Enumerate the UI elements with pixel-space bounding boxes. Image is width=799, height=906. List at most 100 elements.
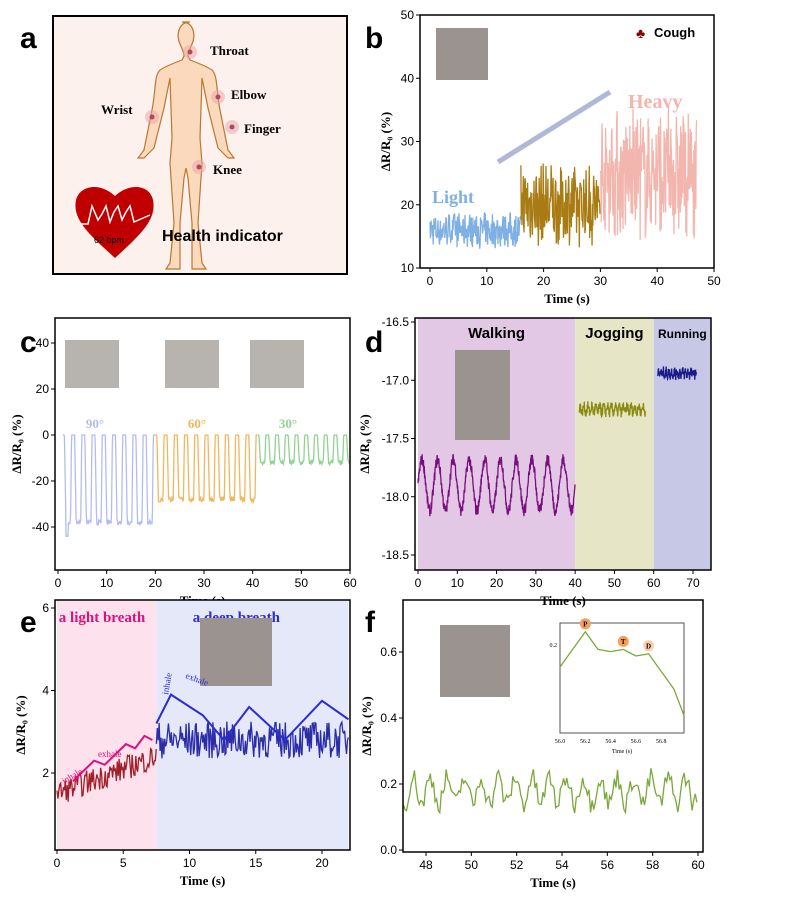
peak-marker-label: P — [583, 620, 588, 628]
x-tick-label: 50 — [465, 858, 479, 872]
inhale-label: inhale — [160, 672, 174, 695]
panel-label-f: f — [365, 606, 376, 639]
series-line-0 — [62, 434, 156, 537]
x-axis-label: Time (s) — [544, 291, 590, 306]
sensor-site-dot — [196, 164, 202, 170]
x-tick-label: 10 — [183, 856, 197, 870]
plot-frame — [414, 317, 712, 571]
inset-y-tick-label: 0.2 — [550, 643, 558, 649]
x-tick-label: 0 — [54, 856, 61, 870]
peak-marker-label: T — [621, 638, 626, 646]
x-tick-label: 48 — [419, 858, 433, 872]
x-tick-label: 0 — [55, 576, 62, 590]
x-tick-label: 20 — [490, 576, 504, 590]
x-tick-label: 30 — [197, 576, 211, 590]
x-tick-label: 60 — [343, 576, 357, 590]
y-axis-label: ΔR/R₀ (%) — [357, 414, 372, 473]
sensor-photo — [455, 350, 510, 440]
panel-label-b: b — [365, 22, 383, 55]
y-tick-label: -18.5 — [382, 548, 410, 562]
y-tick-label: 0 — [42, 428, 49, 442]
y-axis-label: ΔR/R₀ (%) — [9, 414, 24, 473]
heartbeat-wave-icon — [80, 203, 151, 225]
sensor-photo — [436, 28, 488, 80]
peak-marker-label: D — [646, 642, 651, 650]
y-tick-label: 30 — [401, 135, 415, 149]
y-tick-label: 40 — [36, 336, 50, 350]
x-tick-label: 20 — [315, 856, 329, 870]
x-tick-label: 30 — [529, 576, 543, 590]
y-tick-label: 50 — [401, 8, 415, 22]
x-axis-label: Time (s) — [530, 875, 576, 890]
plot-frame — [402, 599, 704, 853]
series-line-2 — [72, 734, 153, 782]
chart-panel-d: 0 10 20 30 40 50 60 70 -18.5 -18.0 -17.5 -17.0 -16.5… — [357, 315, 712, 608]
site-label-elbow: Elbow — [231, 87, 267, 102]
plot-frame — [54, 599, 351, 851]
series-line-0 — [429, 212, 522, 249]
y-tick-label: -17.5 — [382, 432, 410, 446]
y-tick-label: 10 — [401, 261, 415, 275]
sensor-site-dot — [187, 49, 193, 55]
sensor-photo — [440, 625, 510, 697]
x-tick-label: 10 — [451, 576, 465, 590]
x-tick-label: 70 — [686, 576, 700, 590]
plot-frame — [54, 317, 351, 571]
region-label: Running — [658, 327, 707, 341]
series-line-0 — [402, 768, 698, 815]
annotation-heavy: Heavy — [628, 91, 682, 113]
panel-label-e: e — [20, 606, 37, 639]
y-tick-label: 0.2 — [380, 777, 397, 791]
y-tick-label: -18.0 — [382, 490, 410, 504]
y-tick-label: 0.4 — [380, 711, 397, 725]
region-label: Walking — [468, 325, 525, 342]
bending-photo — [165, 340, 219, 388]
series-line-1 — [155, 720, 349, 760]
y-tick-label: 20 — [36, 382, 50, 396]
site-label-throat: Throat — [210, 43, 249, 58]
series-line-2 — [599, 105, 698, 241]
inset-x-tick-label: 56.8 — [656, 739, 667, 745]
sensor-site-dot — [215, 94, 221, 100]
x-tick-label: 40 — [246, 576, 260, 590]
series-line-1 — [520, 163, 601, 248]
angle-label: 30° — [279, 416, 297, 431]
y-tick-label: 2 — [42, 766, 49, 780]
x-tick-label: 0 — [415, 576, 422, 590]
series-line-3 — [155, 693, 350, 742]
y-tick-label: -20 — [32, 474, 50, 488]
inset-series-line — [559, 630, 685, 716]
club-icon: ♣ — [636, 27, 645, 42]
inset-x-axis-label: Time (s) — [612, 748, 632, 755]
x-tick-label: 50 — [608, 576, 622, 590]
chart-panel-b: 0 10 20 30 40 50 10 20 30 40 50 Time (s) ΔR/R₀ (%) ♣ C… — [378, 8, 721, 306]
bending-photo — [65, 340, 119, 388]
series-line-0 — [56, 747, 157, 802]
y-tick-label: -17.0 — [382, 373, 410, 387]
y-tick-label: 0.0 — [380, 843, 397, 857]
y-tick-label: 0.6 — [380, 645, 397, 659]
y-axis-label: ΔR/R₀ (%) — [378, 112, 393, 171]
peak-marker-P — [579, 618, 591, 630]
site-label-wrist: Wrist — [101, 102, 133, 117]
x-tick-label: 60 — [647, 576, 661, 590]
panel-a: Throat Elbow Wrist Finger Knee 62 bpm Health i… — [52, 15, 348, 275]
exhale-label: exhale — [98, 749, 121, 759]
heart-rate-readout: 62 bpm — [94, 235, 124, 245]
x-tick-label: 0 — [427, 274, 434, 288]
sensor-site-dot — [229, 124, 235, 130]
x-tick-label: 56 — [601, 858, 615, 872]
x-tick-label: 50 — [707, 274, 721, 288]
legend-label: Cough — [654, 25, 695, 40]
health-indicator-caption: Health indicator — [162, 228, 283, 245]
x-tick-label: 10 — [480, 274, 494, 288]
y-tick-label: 40 — [401, 71, 415, 85]
trend-arrow-icon — [496, 89, 612, 165]
series-line-1 — [578, 401, 646, 419]
angle-label: 60° — [188, 416, 206, 431]
region-jogging — [575, 318, 654, 570]
heart-icon — [75, 186, 154, 258]
bending-photo — [250, 340, 304, 388]
